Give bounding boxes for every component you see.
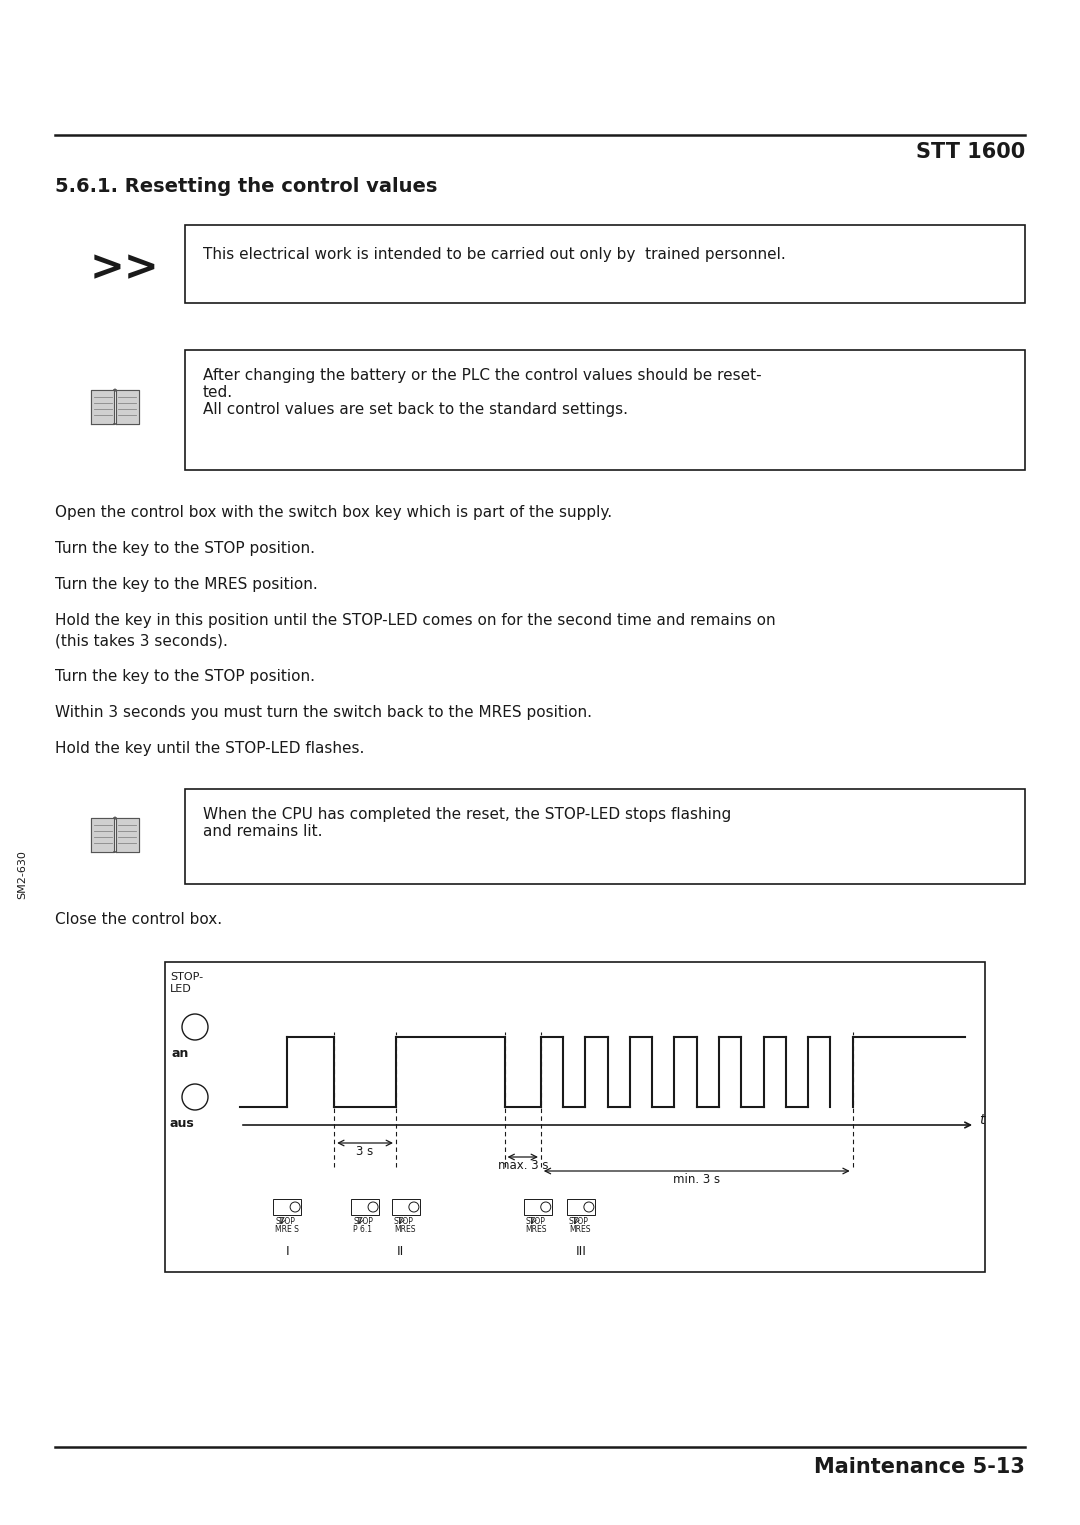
Text: 5.6.1. Resetting the control values: 5.6.1. Resetting the control values	[55, 177, 437, 197]
Text: MRES: MRES	[569, 1225, 591, 1234]
Text: STOP: STOP	[394, 1217, 414, 1226]
Text: Close the control box.: Close the control box.	[55, 912, 222, 927]
Text: LED: LED	[170, 984, 192, 994]
Text: Hold the key in this position until the STOP-LED comes on for the second time an: Hold the key in this position until the …	[55, 613, 775, 628]
Text: After changing the battery or the PLC the control values should be reset-: After changing the battery or the PLC th…	[203, 368, 761, 383]
Text: STOP: STOP	[353, 1217, 373, 1226]
Text: STOP: STOP	[526, 1217, 545, 1226]
Text: STOP: STOP	[275, 1217, 295, 1226]
Text: 3 s: 3 s	[356, 1145, 374, 1157]
Text: Hold the key until the STOP-LED flashes.: Hold the key until the STOP-LED flashes.	[55, 741, 364, 756]
Text: This electrical work is intended to be carried out only by  trained personnel.: This electrical work is intended to be c…	[203, 247, 786, 262]
Bar	[185, 351, 1025, 470]
Text: When the CPU has completed the reset, the STOP-LED stops flashing: When the CPU has completed the reset, th…	[203, 807, 731, 822]
Text: Turn the key to the STOP position.: Turn the key to the STOP position.	[55, 541, 315, 557]
Text: max. 3 s: max. 3 s	[498, 1159, 548, 1173]
Text: MRES: MRES	[526, 1225, 548, 1234]
Text: Open the control box with the switch box key which is part of the supply.: Open the control box with the switch box…	[55, 505, 612, 520]
Text: Maintenance 5-13: Maintenance 5-13	[814, 1456, 1025, 1478]
Text: min. 3 s: min. 3 s	[673, 1173, 720, 1186]
Text: SM2-630: SM2-630	[17, 851, 27, 900]
Text: t: t	[978, 1113, 985, 1127]
Bar	[185, 788, 1025, 884]
Text: STOP-: STOP-	[170, 971, 203, 982]
Text: Within 3 seconds you must turn the switch back to the MRES position.: Within 3 seconds you must turn the switc…	[55, 705, 592, 720]
Text: STT 1600: STT 1600	[916, 142, 1025, 162]
Bar	[351, 1199, 379, 1215]
Text: an: an	[172, 1048, 189, 1060]
Text: and remains lit.: and remains lit.	[203, 824, 323, 839]
Text: STOP: STOP	[569, 1217, 589, 1226]
Bar	[392, 1199, 420, 1215]
Text: P 6.1: P 6.1	[353, 1225, 373, 1234]
Bar	[185, 226, 1025, 303]
Bar	[273, 1199, 301, 1215]
Polygon shape	[116, 819, 139, 852]
Text: MRES: MRES	[394, 1225, 416, 1234]
Text: aus: aus	[170, 1116, 194, 1130]
Polygon shape	[91, 390, 114, 424]
Bar	[567, 1199, 595, 1215]
Polygon shape	[91, 819, 114, 852]
Bar	[165, 962, 985, 1272]
Polygon shape	[116, 390, 139, 424]
Text: (this takes 3 seconds).: (this takes 3 seconds).	[55, 633, 228, 648]
Text: Turn the key to the MRES position.: Turn the key to the MRES position.	[55, 576, 318, 592]
Text: Turn the key to the STOP position.: Turn the key to the STOP position.	[55, 669, 315, 685]
Text: >>: >>	[90, 247, 160, 290]
Text: I: I	[285, 1244, 289, 1258]
Text: II: II	[397, 1244, 405, 1258]
Text: III: III	[576, 1244, 586, 1258]
Bar	[524, 1199, 552, 1215]
Text: ted.: ted.	[203, 384, 233, 400]
Text: MRE S: MRE S	[275, 1225, 299, 1234]
Text: All control values are set back to the standard settings.: All control values are set back to the s…	[203, 403, 627, 416]
